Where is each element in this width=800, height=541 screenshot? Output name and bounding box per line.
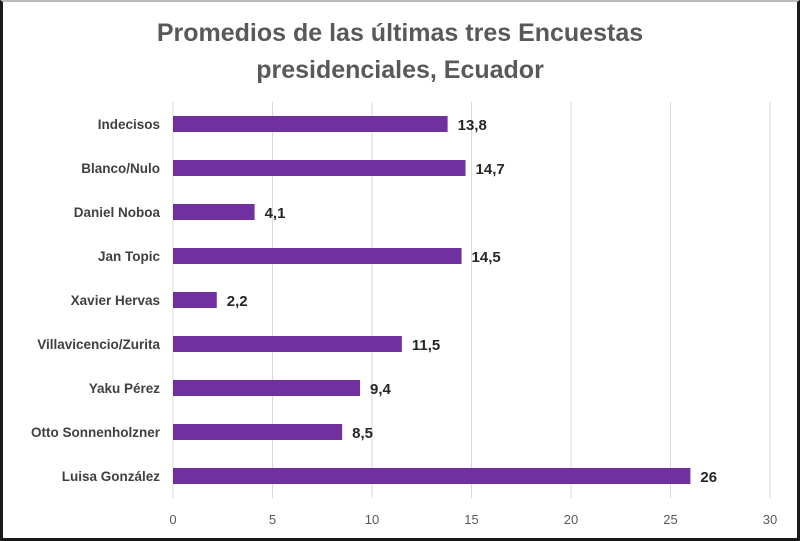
data-label: 2,2	[227, 293, 248, 310]
data-label: 4,1	[265, 205, 286, 222]
data-label: 13,8	[458, 117, 487, 134]
x-tick-label: 5	[269, 512, 276, 527]
chart-title-line-2: presidenciales, Ecuador	[256, 56, 544, 84]
data-label: 26	[700, 469, 717, 486]
chart-title-line-1: Promedios de las últimas tres Encuestas	[157, 19, 643, 47]
data-label: 14,5	[472, 249, 501, 266]
x-tick-label: 25	[663, 512, 677, 527]
bar	[173, 160, 466, 176]
bar	[173, 336, 402, 352]
category-label: Indecisos	[98, 117, 160, 132]
bar	[173, 380, 361, 396]
bar	[173, 248, 462, 264]
category-label: Villavicencio/Zurita	[37, 337, 160, 352]
category-label: Xavier Hervas	[71, 293, 160, 308]
x-tick-label: 10	[365, 512, 379, 527]
bar	[173, 468, 691, 484]
bar	[173, 292, 217, 308]
bar	[173, 116, 448, 132]
x-tick-label: 30	[763, 512, 777, 527]
data-label: 14,7	[476, 161, 505, 178]
category-label: Otto Sonnenholzner	[31, 425, 161, 440]
bar	[173, 424, 343, 440]
category-label: Yaku Pérez	[89, 381, 161, 396]
category-label: Daniel Noboa	[74, 205, 161, 220]
x-tick-label: 0	[169, 512, 176, 527]
category-label: Blanco/Nulo	[81, 161, 160, 176]
category-label: Jan Topic	[98, 249, 161, 264]
category-label: Luisa González	[62, 469, 161, 484]
data-label: 8,5	[352, 425, 373, 442]
bar	[173, 204, 255, 220]
x-tick-label: 20	[564, 512, 578, 527]
data-label: 9,4	[370, 381, 392, 398]
data-label: 11,5	[412, 337, 440, 354]
x-tick-label: 15	[464, 512, 478, 527]
